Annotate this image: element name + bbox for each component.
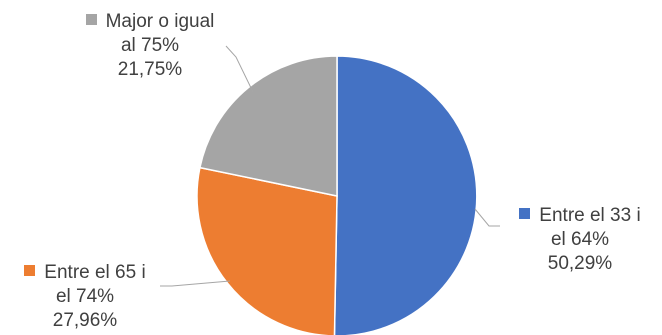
leader-line-3: [225, 45, 254, 93]
label-slice-3: Major o igual al 75% 21,75%: [50, 10, 250, 82]
label-slice-2-name-1: Entre el 65 i: [0, 261, 170, 285]
legend-swatch-1: [519, 208, 531, 219]
label-slice-1-value: 50,29%: [547, 253, 613, 274]
label-slice-1-name-1: Entre el 33 i: [500, 204, 660, 228]
label-slice-3-name-2: al 75%: [120, 35, 180, 56]
label-slice-2-value: 27,96%: [52, 310, 118, 331]
pie-slice-3: [199, 55, 338, 197]
legend-swatch-3: [85, 14, 97, 25]
leader-line-2: [160, 280, 231, 287]
label-slice-3-value: 21,75%: [117, 59, 183, 80]
label-slice-2: Entre el 65 i el 74% 27,96%: [0, 261, 170, 333]
legend-swatch-2: [24, 265, 36, 276]
label-slice-1-name-2: el 64%: [550, 229, 610, 250]
pie-slice-2: [196, 166, 338, 335]
leader-line-1: [474, 208, 500, 227]
pie-slice-1: [333, 55, 478, 335]
label-slice-3-name-1: Major o igual: [50, 10, 250, 34]
label-slice-1: Entre el 33 i el 64% 50,29%: [500, 204, 660, 276]
label-slice-2-name-2: el 74%: [55, 286, 115, 307]
